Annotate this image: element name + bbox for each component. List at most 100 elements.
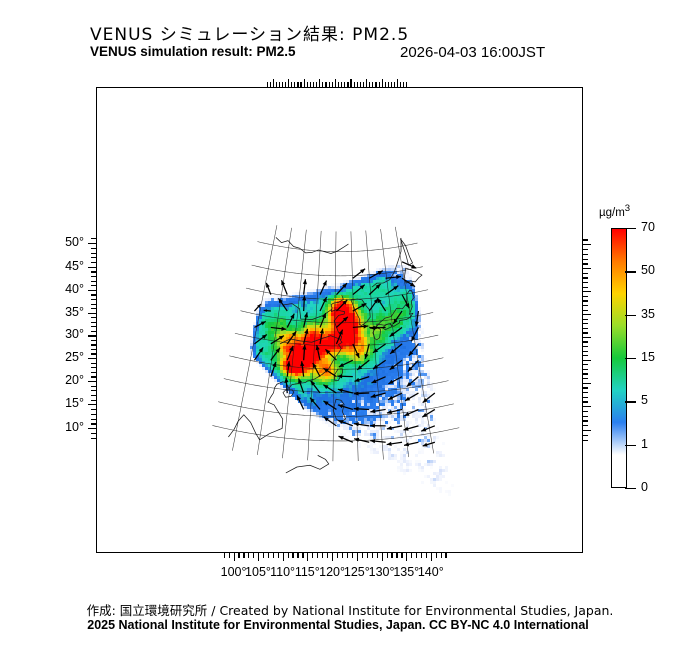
lat-tick-right bbox=[583, 263, 588, 265]
lon-tick bbox=[366, 553, 368, 558]
lon-tick-top bbox=[334, 79, 336, 87]
lon-tick bbox=[416, 553, 418, 558]
lon-tick-top bbox=[278, 82, 281, 87]
lon-tick-top bbox=[384, 82, 386, 87]
lon-tick-top bbox=[375, 82, 377, 87]
forecast-datetime: 2026-04-03 16:00JST bbox=[400, 44, 546, 61]
lon-tick bbox=[381, 553, 383, 561]
lat-tick bbox=[91, 238, 96, 240]
lon-tick bbox=[435, 553, 437, 558]
lon-tick-top bbox=[350, 79, 352, 87]
lat-tick-right bbox=[583, 420, 588, 422]
lat-tick-right bbox=[583, 401, 588, 403]
colorbar-tick bbox=[625, 271, 636, 273]
lat-tick bbox=[91, 371, 96, 373]
lat-tick-right bbox=[583, 364, 588, 366]
lat-tick-right bbox=[583, 415, 588, 417]
lon-tick bbox=[361, 553, 363, 558]
lat-tick-right bbox=[583, 244, 591, 246]
lat-tick bbox=[91, 326, 96, 328]
lon-label-135: 135° bbox=[393, 565, 420, 579]
colorbar-label-15: 15 bbox=[641, 350, 655, 364]
lat-tick bbox=[88, 312, 96, 314]
lon-tick-top bbox=[387, 82, 389, 87]
lat-tick bbox=[91, 330, 96, 332]
lon-label-130: 130° bbox=[368, 565, 395, 579]
lon-tick bbox=[312, 553, 314, 558]
lat-tick-right bbox=[583, 373, 588, 375]
lon-tick bbox=[341, 553, 344, 558]
lon-tick-top bbox=[269, 82, 271, 87]
lon-tick-top bbox=[294, 82, 296, 87]
lon-label-115: 115° bbox=[294, 565, 320, 579]
lon-label-120: 120° bbox=[319, 565, 345, 579]
lat-tick bbox=[91, 344, 96, 346]
lon-tick-top bbox=[316, 82, 318, 87]
lat-tick-right bbox=[583, 300, 588, 302]
lon-tick bbox=[292, 553, 294, 558]
page-title-english: VENUS simulation result: PM2.5 bbox=[90, 44, 296, 59]
lat-tick bbox=[91, 298, 96, 301]
lon-tick-top bbox=[272, 79, 274, 87]
lat-label-45: 45° bbox=[65, 258, 84, 273]
lon-tick bbox=[277, 553, 279, 558]
lon-tick bbox=[386, 553, 388, 558]
lat-tick bbox=[91, 423, 96, 425]
lat-label-25: 25° bbox=[65, 350, 84, 365]
lat-tick bbox=[91, 399, 96, 401]
lat-tick bbox=[91, 433, 96, 435]
lat-tick bbox=[91, 394, 96, 397]
lon-tick-top bbox=[325, 82, 327, 87]
lat-tick bbox=[91, 385, 96, 387]
lat-tick-right bbox=[583, 253, 588, 256]
lon-tick-top bbox=[369, 82, 371, 87]
lon-tick-top bbox=[331, 82, 333, 87]
lat-tick-right bbox=[583, 277, 588, 279]
lon-tick bbox=[262, 553, 265, 558]
lon-tick bbox=[440, 553, 442, 558]
lon-tick bbox=[282, 553, 284, 561]
lon-label-125: 125° bbox=[343, 565, 370, 579]
lon-tick bbox=[351, 553, 354, 558]
colorbar-label-5: 5 bbox=[641, 393, 648, 408]
lon-tick bbox=[430, 553, 432, 561]
lat-tick-right bbox=[583, 282, 588, 284]
lon-tick bbox=[411, 553, 413, 558]
lat-tick-right bbox=[583, 291, 591, 293]
lon-tick bbox=[445, 553, 447, 558]
lat-tick bbox=[91, 308, 96, 310]
colorbar-unit-exponent: 3 bbox=[624, 203, 631, 214]
lon-label-140: 140° bbox=[417, 565, 444, 579]
lat-tick-right bbox=[583, 430, 591, 432]
lon-tick-top bbox=[400, 82, 402, 87]
lon-tick bbox=[401, 553, 403, 558]
lon-tick bbox=[272, 553, 274, 558]
lat-tick bbox=[91, 252, 96, 254]
lat-tick bbox=[91, 275, 96, 278]
lon-tick-top bbox=[344, 82, 346, 87]
lon-tick-top bbox=[390, 82, 393, 87]
lon-tick bbox=[253, 553, 255, 558]
lon-tick-top bbox=[372, 82, 374, 87]
lon-tick bbox=[257, 553, 260, 561]
lat-tick bbox=[91, 418, 96, 420]
lon-tick bbox=[327, 553, 329, 558]
lat-tick bbox=[91, 348, 96, 351]
colorbar-label-50: 50 bbox=[641, 263, 655, 278]
lat-tick-right bbox=[583, 336, 591, 339]
lon-tick bbox=[322, 553, 324, 558]
lat-tick bbox=[91, 362, 96, 364]
lon-tick bbox=[267, 553, 269, 558]
lat-tick-right bbox=[583, 249, 588, 251]
lat-tick-right bbox=[583, 286, 588, 288]
lat-tick-right bbox=[583, 295, 588, 298]
lon-tick bbox=[233, 553, 235, 561]
lat-tick bbox=[91, 280, 96, 282]
lon-tick-top bbox=[300, 82, 302, 87]
lon-label-110: 110° bbox=[270, 565, 296, 579]
lon-tick-top bbox=[366, 79, 368, 87]
lat-tick bbox=[91, 353, 96, 355]
lon-tick-top bbox=[275, 82, 277, 87]
lat-tick-right bbox=[583, 378, 588, 380]
